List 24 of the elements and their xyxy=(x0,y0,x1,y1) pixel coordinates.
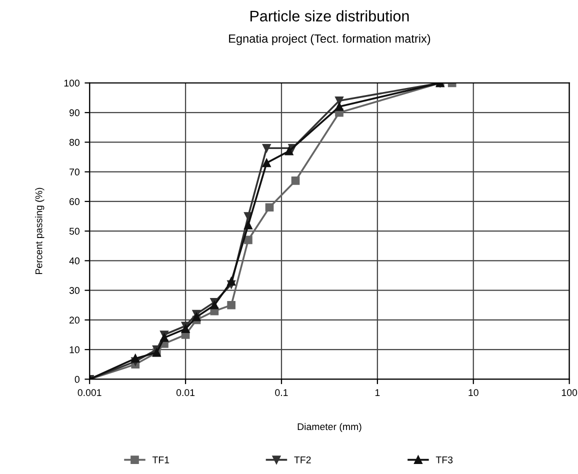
y-tick-label: 20 xyxy=(70,316,80,324)
y-tick-label: 60 xyxy=(70,198,80,206)
legend-label: TF1 xyxy=(152,456,170,464)
y-tick-label: 30 xyxy=(69,287,80,294)
x-tick-label: 100 xyxy=(562,389,578,396)
y-tick-label: 50 xyxy=(69,228,80,235)
x-axis-title: Diameter (mm) xyxy=(298,422,362,432)
x-tick-label: 0.01 xyxy=(176,389,195,396)
x-tick-label: 10 xyxy=(468,389,478,396)
y-tick-label: 10 xyxy=(70,346,80,354)
chart-title: Particle size distribution xyxy=(250,10,409,22)
legend-label: TF3 xyxy=(436,456,453,464)
legend-label: TF2 xyxy=(294,456,311,464)
y-tick-label: 100 xyxy=(64,80,80,87)
y-tick-label: 70 xyxy=(70,168,80,176)
x-tick-label: 0.1 xyxy=(275,389,288,396)
x-tick-label: 0.001 xyxy=(78,389,102,396)
y-axis-title: Percent passing (%) xyxy=(35,188,44,274)
y-tick-label: 80 xyxy=(69,138,80,146)
chart-subtitle: Egnatia project (Tect. formation matrix) xyxy=(229,34,430,46)
y-tick-label: 40 xyxy=(69,257,80,264)
x-tick-label: 1 xyxy=(375,389,380,396)
y-tick-label: 0 xyxy=(74,376,80,383)
y-tick-label: 90 xyxy=(70,109,80,116)
